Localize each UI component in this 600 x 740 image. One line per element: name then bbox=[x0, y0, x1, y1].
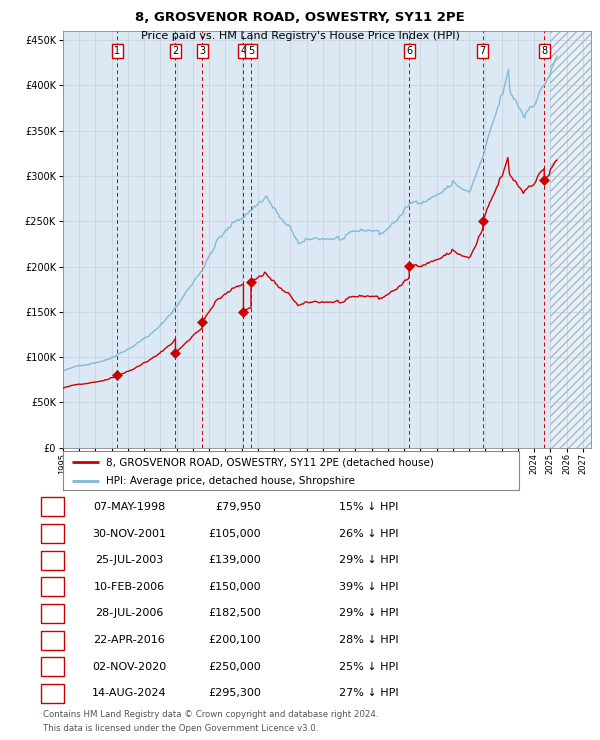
Text: 8, GROSVENOR ROAD, OSWESTRY, SY11 2PE (detached house): 8, GROSVENOR ROAD, OSWESTRY, SY11 2PE (d… bbox=[106, 457, 434, 467]
Text: 28-JUL-2006: 28-JUL-2006 bbox=[95, 608, 163, 619]
Text: 39% ↓ HPI: 39% ↓ HPI bbox=[339, 582, 398, 592]
Bar bbox=[550, 31, 600, 448]
Text: 07-MAY-1998: 07-MAY-1998 bbox=[93, 502, 165, 512]
Text: Price paid vs. HM Land Registry's House Price Index (HPI): Price paid vs. HM Land Registry's House … bbox=[140, 31, 460, 41]
Text: 27% ↓ HPI: 27% ↓ HPI bbox=[339, 688, 398, 699]
Text: 1: 1 bbox=[115, 46, 121, 56]
Text: 7: 7 bbox=[479, 46, 486, 56]
Text: 4: 4 bbox=[49, 582, 56, 592]
Text: HPI: Average price, detached house, Shropshire: HPI: Average price, detached house, Shro… bbox=[106, 477, 355, 486]
Text: 5: 5 bbox=[49, 608, 56, 619]
Text: 3: 3 bbox=[49, 555, 56, 565]
Text: 22-APR-2016: 22-APR-2016 bbox=[93, 635, 165, 645]
Text: This data is licensed under the Open Government Licence v3.0.: This data is licensed under the Open Gov… bbox=[43, 724, 319, 733]
Text: 8: 8 bbox=[541, 46, 547, 56]
Text: Contains HM Land Registry data © Crown copyright and database right 2024.: Contains HM Land Registry data © Crown c… bbox=[43, 710, 379, 719]
Text: £150,000: £150,000 bbox=[208, 582, 261, 592]
Text: 14-AUG-2024: 14-AUG-2024 bbox=[92, 688, 166, 699]
Text: 28% ↓ HPI: 28% ↓ HPI bbox=[339, 635, 398, 645]
Text: £200,100: £200,100 bbox=[208, 635, 261, 645]
Text: 8, GROSVENOR ROAD, OSWESTRY, SY11 2PE: 8, GROSVENOR ROAD, OSWESTRY, SY11 2PE bbox=[135, 10, 465, 24]
Text: £182,500: £182,500 bbox=[208, 608, 261, 619]
Text: 25-JUL-2003: 25-JUL-2003 bbox=[95, 555, 163, 565]
Text: 10-FEB-2006: 10-FEB-2006 bbox=[94, 582, 164, 592]
Text: £79,950: £79,950 bbox=[215, 502, 261, 512]
Text: £295,300: £295,300 bbox=[208, 688, 261, 699]
Text: 15% ↓ HPI: 15% ↓ HPI bbox=[339, 502, 398, 512]
Text: £139,000: £139,000 bbox=[208, 555, 261, 565]
Text: 8: 8 bbox=[49, 688, 56, 699]
Bar bbox=[550, 31, 600, 448]
Text: 7: 7 bbox=[49, 662, 56, 672]
Text: 4: 4 bbox=[241, 46, 247, 56]
Text: 29% ↓ HPI: 29% ↓ HPI bbox=[339, 555, 398, 565]
Text: 02-NOV-2020: 02-NOV-2020 bbox=[92, 662, 166, 672]
Text: £105,000: £105,000 bbox=[208, 528, 261, 539]
Text: 1: 1 bbox=[49, 502, 56, 512]
Text: 6: 6 bbox=[406, 46, 412, 56]
Text: 3: 3 bbox=[199, 46, 205, 56]
Text: 26% ↓ HPI: 26% ↓ HPI bbox=[339, 528, 398, 539]
Text: 30-NOV-2001: 30-NOV-2001 bbox=[92, 528, 166, 539]
Text: 6: 6 bbox=[49, 635, 56, 645]
Text: 25% ↓ HPI: 25% ↓ HPI bbox=[339, 662, 398, 672]
Text: 29% ↓ HPI: 29% ↓ HPI bbox=[339, 608, 398, 619]
Text: 5: 5 bbox=[248, 46, 254, 56]
Text: 2: 2 bbox=[172, 46, 179, 56]
Text: 2: 2 bbox=[49, 528, 56, 539]
Text: £250,000: £250,000 bbox=[208, 662, 261, 672]
